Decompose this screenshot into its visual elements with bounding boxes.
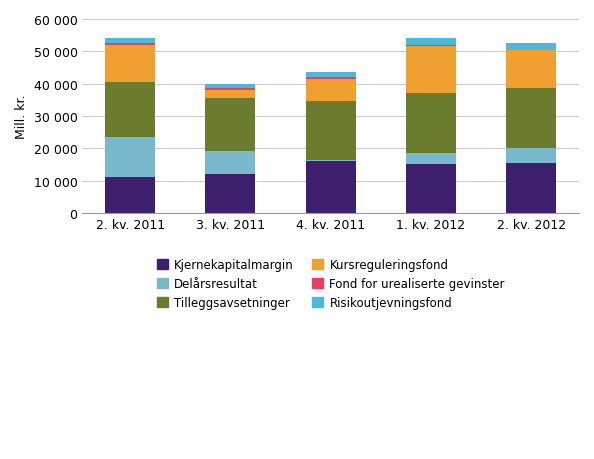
Bar <box>306 79 356 102</box>
Bar <box>105 44 155 46</box>
Bar <box>306 102 356 160</box>
Bar <box>206 99 255 152</box>
Bar <box>206 175 255 213</box>
Bar <box>306 73 356 78</box>
Bar <box>406 94 456 154</box>
Bar <box>105 138 155 178</box>
Bar <box>206 88 255 91</box>
Legend: Kjernekapitalmargin, Delårsresultat, Tilleggsavsetninger, Kursreguleringsfond, F: Kjernekapitalmargin, Delårsresultat, Til… <box>152 254 510 314</box>
Y-axis label: Mill. kr.: Mill. kr. <box>15 95 28 139</box>
Bar <box>306 160 356 162</box>
Bar <box>406 46 456 47</box>
Bar <box>206 91 255 99</box>
Bar <box>406 39 456 46</box>
Bar <box>406 165 456 213</box>
Bar <box>506 149 557 163</box>
Bar <box>406 47 456 94</box>
Bar <box>506 50 557 90</box>
Bar <box>105 178 155 213</box>
Bar <box>306 78 356 79</box>
Bar <box>506 90 557 149</box>
Bar <box>105 83 155 138</box>
Bar <box>206 152 255 175</box>
Bar <box>506 163 557 213</box>
Bar <box>105 39 155 44</box>
Bar <box>406 154 456 165</box>
Bar <box>206 84 255 88</box>
Bar <box>306 162 356 213</box>
Bar <box>506 44 557 50</box>
Bar <box>105 46 155 83</box>
